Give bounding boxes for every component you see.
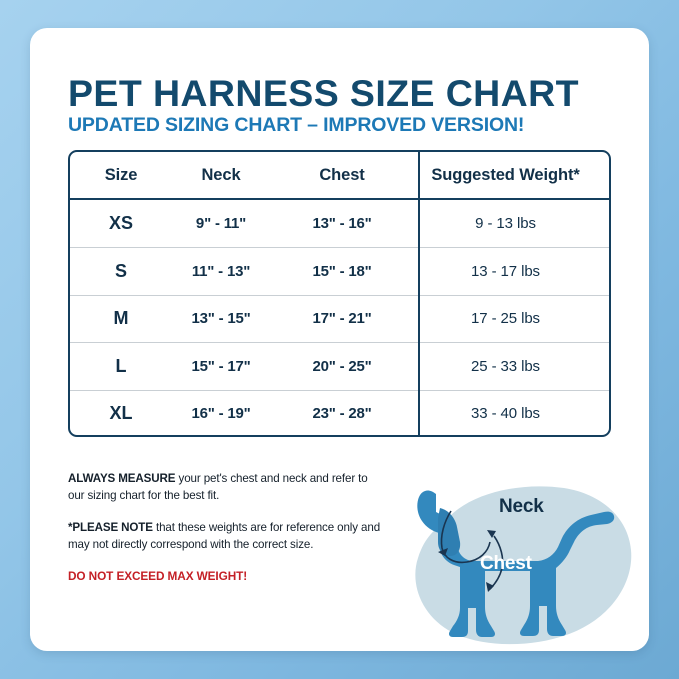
cell-neck: 16" - 19" (191, 405, 251, 423)
cell-chest: 23" - 28" (312, 405, 372, 423)
table-row: S 11" - 13" 15" - 18" 13 - 17 lbs (70, 247, 609, 294)
neck-measurement-line (440, 510, 491, 564)
cell-chest: 17" - 21" (312, 310, 372, 328)
page-title: PET HARNESS SIZE CHART (68, 72, 579, 114)
measurement-lines (440, 510, 504, 590)
column-header-weight: Suggested Weight* (431, 165, 580, 184)
note-always-measure-lead: ALWAYS MEASURE (68, 472, 176, 485)
cell-weight: 13 - 17 lbs (471, 263, 540, 281)
warning-max-weight: DO NOT EXCEED MAX WEIGHT! (68, 569, 248, 584)
cell-neck: 9" - 11" (195, 215, 247, 233)
note-please-note-rest: that these weights are for reference onl… (68, 521, 381, 551)
dog-illustration: Neck Chest (402, 458, 634, 654)
dog-silhouette (417, 490, 615, 637)
table-row: XL 16" - 19" 23" - 28" 33 - 40 lbs (70, 389, 609, 435)
neck-arrow-head-upper (487, 530, 496, 538)
dog-body-shape (417, 490, 615, 637)
cell-chest: 13" - 16" (312, 215, 372, 233)
cell-weight: 25 - 33 lbs (471, 357, 540, 375)
neck-label: Neck (499, 496, 544, 517)
cell-neck: 11" - 13" (191, 263, 251, 281)
cell-neck: 13" - 15" (191, 310, 251, 328)
cell-size: XL (109, 403, 133, 424)
column-header-size: Size (104, 165, 138, 184)
cell-chest: 20" - 25" (312, 357, 372, 375)
chest-arrow-head (486, 582, 494, 592)
note-always-measure: ALWAYS MEASURE your pet's chest and neck… (68, 471, 386, 504)
size-table: Size Neck Chest Suggested Weight* XS 9" … (68, 150, 611, 437)
cell-size: XS (108, 213, 133, 234)
column-header-neck: Neck (201, 165, 241, 184)
page-subtitle: UPDATED SIZING CHART – IMPROVED VERSION! (68, 114, 525, 136)
table-header-row: Size Neck Chest Suggested Weight* (70, 152, 609, 200)
cell-weight: 17 - 25 lbs (471, 310, 540, 328)
chest-measurement-line (489, 535, 504, 590)
table-row: L 15" - 17" 20" - 25" 25 - 33 lbs (70, 342, 609, 389)
table-row: M 13" - 15" 17" - 21" 17 - 25 lbs (70, 294, 609, 342)
cell-neck: 15" - 17" (191, 357, 251, 375)
cell-size: L (115, 355, 127, 376)
note-always-measure-rest: your pet's chest and neck and refer to o… (68, 472, 368, 502)
table-column-divider (418, 152, 420, 435)
cell-weight: 33 - 40 lbs (471, 405, 540, 423)
note-please-note-lead: *PLEASE NOTE (68, 521, 153, 535)
column-header-chest: Chest (319, 165, 365, 184)
neck-arrow-head (438, 548, 448, 556)
dog-ear-shape (438, 508, 461, 556)
content-card: PET HARNESS SIZE CHART UPDATED SIZING CH… (30, 28, 649, 651)
dog-diagram-svg (415, 486, 632, 645)
table-row: XS 9" - 11" 13" - 16" 9 - 13 lbs (70, 200, 609, 247)
note-please-note: *PLEASE NOTE that these weights are for … (68, 520, 386, 553)
notes-block: ALWAYS MEASURE your pet's chest and neck… (68, 471, 386, 583)
cell-size: S (114, 261, 127, 282)
cell-chest: 15" - 18" (312, 263, 372, 281)
cell-weight: 9 - 13 lbs (475, 215, 536, 233)
chest-label: Chest (480, 553, 532, 574)
measurement-arrows (438, 530, 496, 592)
cell-size: M (113, 308, 129, 329)
